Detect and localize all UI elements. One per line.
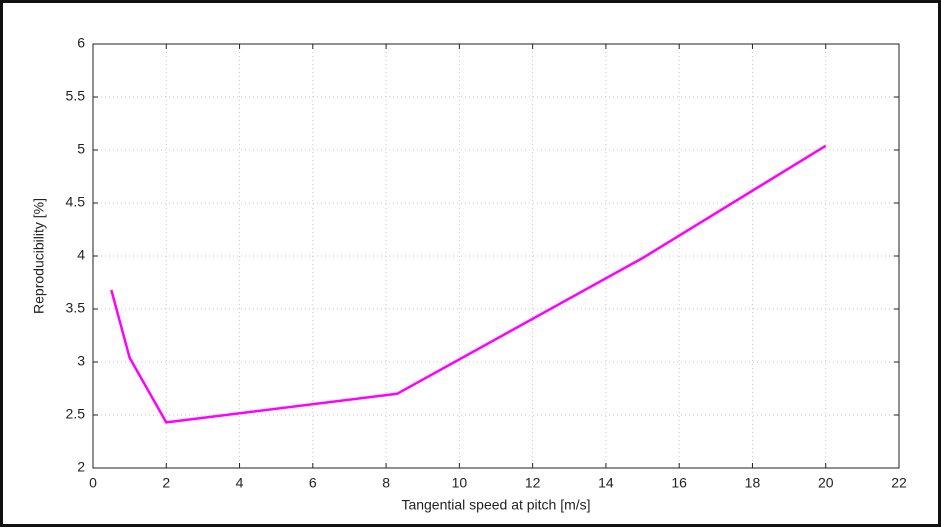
x-axis-label: Tangential speed at pitch [m/s] — [401, 497, 590, 513]
x-tick-label: 8 — [382, 475, 390, 491]
x-tick-label: 12 — [525, 475, 541, 491]
x-tick-label: 22 — [891, 475, 907, 491]
y-tick-label: 3.5 — [66, 300, 86, 316]
x-tick-label: 16 — [671, 475, 687, 491]
y-tick-label: 6 — [77, 35, 85, 51]
x-tick-label: 18 — [745, 475, 761, 491]
x-tick-label: 10 — [452, 475, 468, 491]
y-tick-label: 5.5 — [66, 88, 86, 104]
y-tick-label: 3 — [77, 353, 85, 369]
y-tick-label: 4.5 — [66, 194, 86, 210]
x-tick-label: 14 — [598, 475, 614, 491]
y-tick-label: 4 — [77, 247, 85, 263]
x-tick-label: 4 — [236, 475, 244, 491]
y-tick-label: 2 — [77, 459, 85, 475]
plot-frame — [92, 43, 900, 469]
x-tick-label: 6 — [309, 475, 317, 491]
data-line — [110, 144, 827, 424]
y-axis-label: Reproducibility [%] — [31, 198, 47, 314]
x-tick-label: 20 — [818, 475, 834, 491]
y-tick-label: 5 — [77, 141, 85, 157]
x-tick-label: 0 — [89, 475, 97, 491]
x-tick-label: 2 — [162, 475, 170, 491]
y-tick-label: 2.5 — [66, 406, 86, 422]
